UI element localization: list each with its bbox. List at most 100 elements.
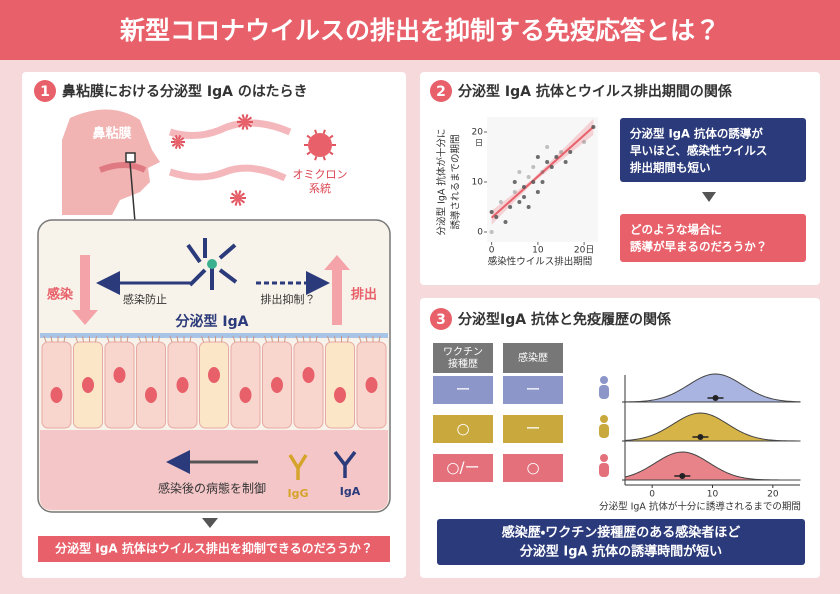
x-axis-label: 感染性ウイルス排出期間 (488, 256, 593, 268)
table-cell-text: ○ (456, 420, 469, 438)
data-point (526, 205, 531, 209)
panel-number: 1 (40, 84, 50, 100)
data-point (535, 155, 540, 159)
finding-text: 分泌型 IgA 抗体の誘導が (629, 127, 763, 141)
virus-spike (238, 190, 242, 195)
panel-number: 3 (436, 312, 446, 328)
pathology-label: 感染後の病態を制御 (158, 481, 266, 496)
finding-text: 早いほど、感染性ウイルス (630, 144, 767, 158)
data-point (545, 145, 550, 149)
panel-number-badge (430, 80, 452, 102)
virus-spike (174, 144, 179, 149)
virus-spike (247, 116, 253, 121)
data-point (535, 190, 540, 194)
cell (41, 341, 72, 429)
virus-spike (177, 135, 182, 140)
data-point (563, 160, 568, 164)
question-bar (38, 536, 390, 562)
header-title: 新型コロナウイルスの排出を抑制する免疫応答とは？ (119, 16, 720, 45)
table-cell (503, 454, 563, 482)
mean-point (712, 395, 719, 401)
density-curve (624, 451, 801, 481)
data-point (508, 205, 513, 209)
infection-arrow (72, 255, 98, 325)
data-point (517, 200, 522, 204)
decoration (186, 238, 238, 290)
virus-spike (234, 190, 238, 195)
cell-nucleus (176, 377, 189, 393)
header-band (0, 0, 840, 60)
data-point (512, 190, 517, 194)
y-axis-label: 誘導されるまでの期間 (450, 134, 462, 229)
virus-spike (230, 192, 236, 197)
person-head (600, 415, 608, 423)
table-header-cell (503, 343, 563, 373)
omicron-label: オミクロン (293, 168, 348, 181)
finding-text: 排出期間も短い (630, 161, 711, 175)
cilia (106, 335, 129, 343)
y-axis-label: 分泌型 IgA 抗体が十分に (436, 129, 448, 236)
virus-flow-in (168, 119, 292, 139)
x-tick-label: 0 (489, 246, 495, 256)
data-point (545, 160, 550, 164)
ridgeline-plot: 0 10 20 (622, 373, 801, 500)
data-point (591, 125, 596, 129)
virus-spike (179, 137, 185, 142)
conclusion-box (437, 519, 805, 565)
virus-spike (245, 114, 249, 119)
virus-body (175, 139, 181, 145)
panel-title: 鼻粘膜における分泌型 IgA のはたらき (62, 83, 308, 100)
cilia (138, 335, 160, 343)
panel-number-badge (34, 80, 56, 102)
virus-spike (171, 137, 177, 142)
virus-spike (241, 125, 245, 130)
cell-nucleus (334, 387, 346, 403)
table-cell (503, 376, 563, 404)
nasal-cavity (98, 162, 147, 173)
conclusion-text: 感染歴・ワクチン接種歴のある感染者ほど (502, 525, 740, 541)
data-point (540, 180, 545, 184)
siga-antibody (186, 238, 238, 290)
table-cell (503, 415, 563, 443)
igg-icon (288, 454, 308, 480)
cilia (201, 335, 223, 343)
panel-title: 分泌型IgA 抗体と免疫履歴の関係 (457, 311, 672, 328)
panel-number-badge (430, 308, 452, 330)
cell-nucleus (50, 387, 63, 403)
cell-nucleus (208, 367, 220, 383)
virus-spike (329, 151, 334, 156)
virus-spike (174, 135, 179, 140)
y-tick-label: 0 (477, 228, 483, 238)
cilia (327, 335, 349, 343)
x-tick-label: 0 (649, 490, 655, 500)
question-text: 誘導が早まるのだろうか？ (630, 240, 767, 254)
cilia (264, 335, 286, 343)
x-tick-label: 10 (532, 246, 544, 256)
data-point (489, 210, 494, 214)
person-body (599, 424, 609, 438)
data-point (531, 165, 536, 169)
iga-label: IgA (340, 485, 361, 498)
virus-body (308, 133, 332, 157)
table-header-text: 感染歴 (518, 351, 548, 364)
virus-body (241, 118, 249, 126)
table-cell-text: ○/ー (446, 459, 479, 477)
x-axis-label: 分泌型 IgA 抗体が十分に誘導されるまでの期間 (599, 501, 801, 513)
down-triangle (702, 192, 716, 202)
density-curve (624, 412, 801, 442)
head-illustration (62, 109, 160, 215)
virus-spike (171, 142, 177, 147)
zoom-marker (125, 152, 136, 163)
person-head (600, 376, 608, 384)
fit-line (490, 126, 595, 219)
cell (104, 341, 135, 429)
virus-flow-out (168, 164, 287, 182)
data-point (489, 230, 494, 234)
cilia (169, 335, 192, 343)
table-cell-text: ー (525, 381, 540, 399)
data-point (531, 180, 536, 184)
data-point (559, 150, 563, 154)
